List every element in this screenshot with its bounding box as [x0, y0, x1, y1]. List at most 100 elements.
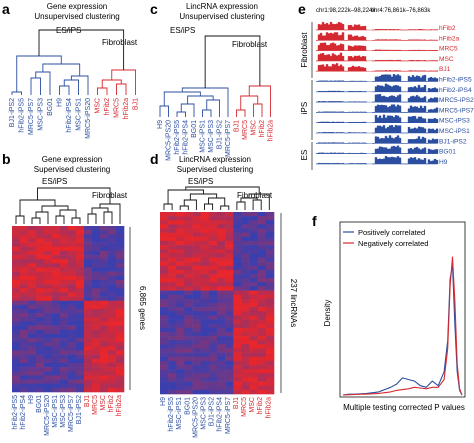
heatmap-cell [108, 255, 117, 260]
heatmap-cell [84, 288, 93, 293]
dendrogram-branch [59, 209, 77, 218]
heatmap-cell [225, 340, 234, 345]
group-ips: iPS [300, 102, 309, 114]
heatmap-cell [160, 298, 169, 304]
heatmap-cell [160, 365, 169, 370]
heatmap-cell [241, 261, 250, 267]
heatmap-cell [249, 298, 259, 304]
heatmap-cell [257, 381, 267, 387]
heatmap-cell [241, 282, 250, 287]
heatmap-cell [76, 234, 85, 239]
heatmap-cell [241, 278, 250, 283]
heatmap-cell [36, 300, 45, 306]
track-signal [316, 156, 439, 165]
legend-positive: Positively correlated [358, 228, 425, 237]
track-label: hFib2a [439, 35, 459, 42]
heatmap-cell [168, 220, 177, 225]
heatmap-cell [208, 307, 218, 312]
heatmap-cell [249, 356, 259, 362]
heatmap-cell [92, 288, 101, 293]
heatmap-cell [116, 362, 125, 368]
heatmap-cell [52, 275, 61, 281]
heatmap-cell [36, 354, 45, 360]
heatmap-cell [233, 257, 242, 262]
heatmap-cell [241, 269, 250, 275]
heatmap-cell [20, 321, 29, 326]
track-label: MSC-iPS1 [439, 128, 470, 135]
heatmap-cell [36, 309, 45, 314]
heatmap-cell [217, 224, 226, 229]
heatmap-cell [52, 238, 61, 243]
heatmap-cell [84, 371, 93, 376]
sample-label: MSC-iPS1 [200, 120, 207, 153]
heatmap-cell [60, 367, 69, 372]
heatmap-cell [100, 284, 109, 289]
heatmap-cell [76, 350, 85, 355]
sample-label: BJ1 [233, 397, 240, 409]
heatmap-cell [84, 226, 93, 231]
heatmap-cell [200, 356, 210, 362]
heatmap-cell [176, 220, 185, 225]
heatmap-cell [176, 278, 185, 283]
heatmap-cell [44, 234, 53, 239]
heatmap-cell [60, 321, 69, 326]
heatmap-cell [249, 323, 259, 329]
heatmap-cell [76, 342, 85, 347]
sample-label: BG01 [36, 395, 43, 413]
heatmap-cell [100, 321, 109, 326]
heatmap-cell [52, 317, 61, 322]
heatmap-cell [265, 249, 275, 254]
heatmap-cell [241, 352, 250, 358]
heatmap-cell [192, 249, 202, 254]
heatmap-cell [192, 240, 202, 246]
heatmap-cell [217, 327, 226, 333]
heatmap-cell [208, 240, 218, 246]
heatmap-cell [100, 255, 109, 260]
heatmap-cell [265, 381, 275, 387]
heatmap-cell [208, 348, 218, 353]
heatmap-cell [233, 360, 242, 366]
heatmap-cell [12, 375, 21, 380]
sample-label: MRC5 [114, 98, 121, 118]
heatmap-cell [192, 253, 202, 258]
heatmap-cell [28, 263, 37, 268]
heatmap-cell [233, 253, 242, 258]
heatmap-cell [84, 317, 93, 322]
heatmap-cell [68, 279, 77, 285]
heatmap-cell [168, 336, 177, 341]
heatmap-cell [36, 226, 45, 231]
heatmap-cell [233, 331, 242, 337]
heatmap-cell [176, 360, 185, 366]
dendrogram-branch [16, 55, 62, 92]
dendrogram-branch [63, 79, 79, 95]
sample-label: BG01 [47, 98, 54, 116]
heatmap-cell [108, 288, 117, 293]
sample-label: MRC5-iPS7 [225, 397, 232, 434]
heatmap-cell [92, 379, 101, 384]
heatmap-cell [168, 274, 177, 279]
heatmap-cell [36, 371, 45, 376]
heatmap-cell [233, 220, 242, 225]
heatmap-cell [241, 307, 250, 312]
sample-label: BG01 [184, 397, 191, 415]
heatmap-cell [208, 236, 218, 242]
heatmap-cell [208, 365, 218, 370]
heatmap-cell [68, 263, 77, 268]
heatmap-cell [265, 269, 275, 275]
heatmap-cell [60, 300, 69, 306]
heatmap-cell [44, 342, 53, 347]
heatmap-cell [233, 377, 242, 382]
heatmap-cell [20, 313, 29, 318]
heatmap-cell [160, 216, 169, 221]
heatmap-cell [36, 358, 45, 364]
heatmap-cell [241, 303, 250, 308]
heatmap-cell [176, 323, 185, 329]
heatmap-cell [217, 315, 226, 320]
heatmap-cell [92, 375, 101, 380]
dendrogram-branch [204, 35, 261, 88]
density-line [342, 256, 463, 396]
heatmap-cell [28, 279, 37, 285]
heatmap-cell [168, 369, 177, 374]
heatmap-cell [265, 389, 275, 395]
heatmap-cell [233, 269, 242, 275]
